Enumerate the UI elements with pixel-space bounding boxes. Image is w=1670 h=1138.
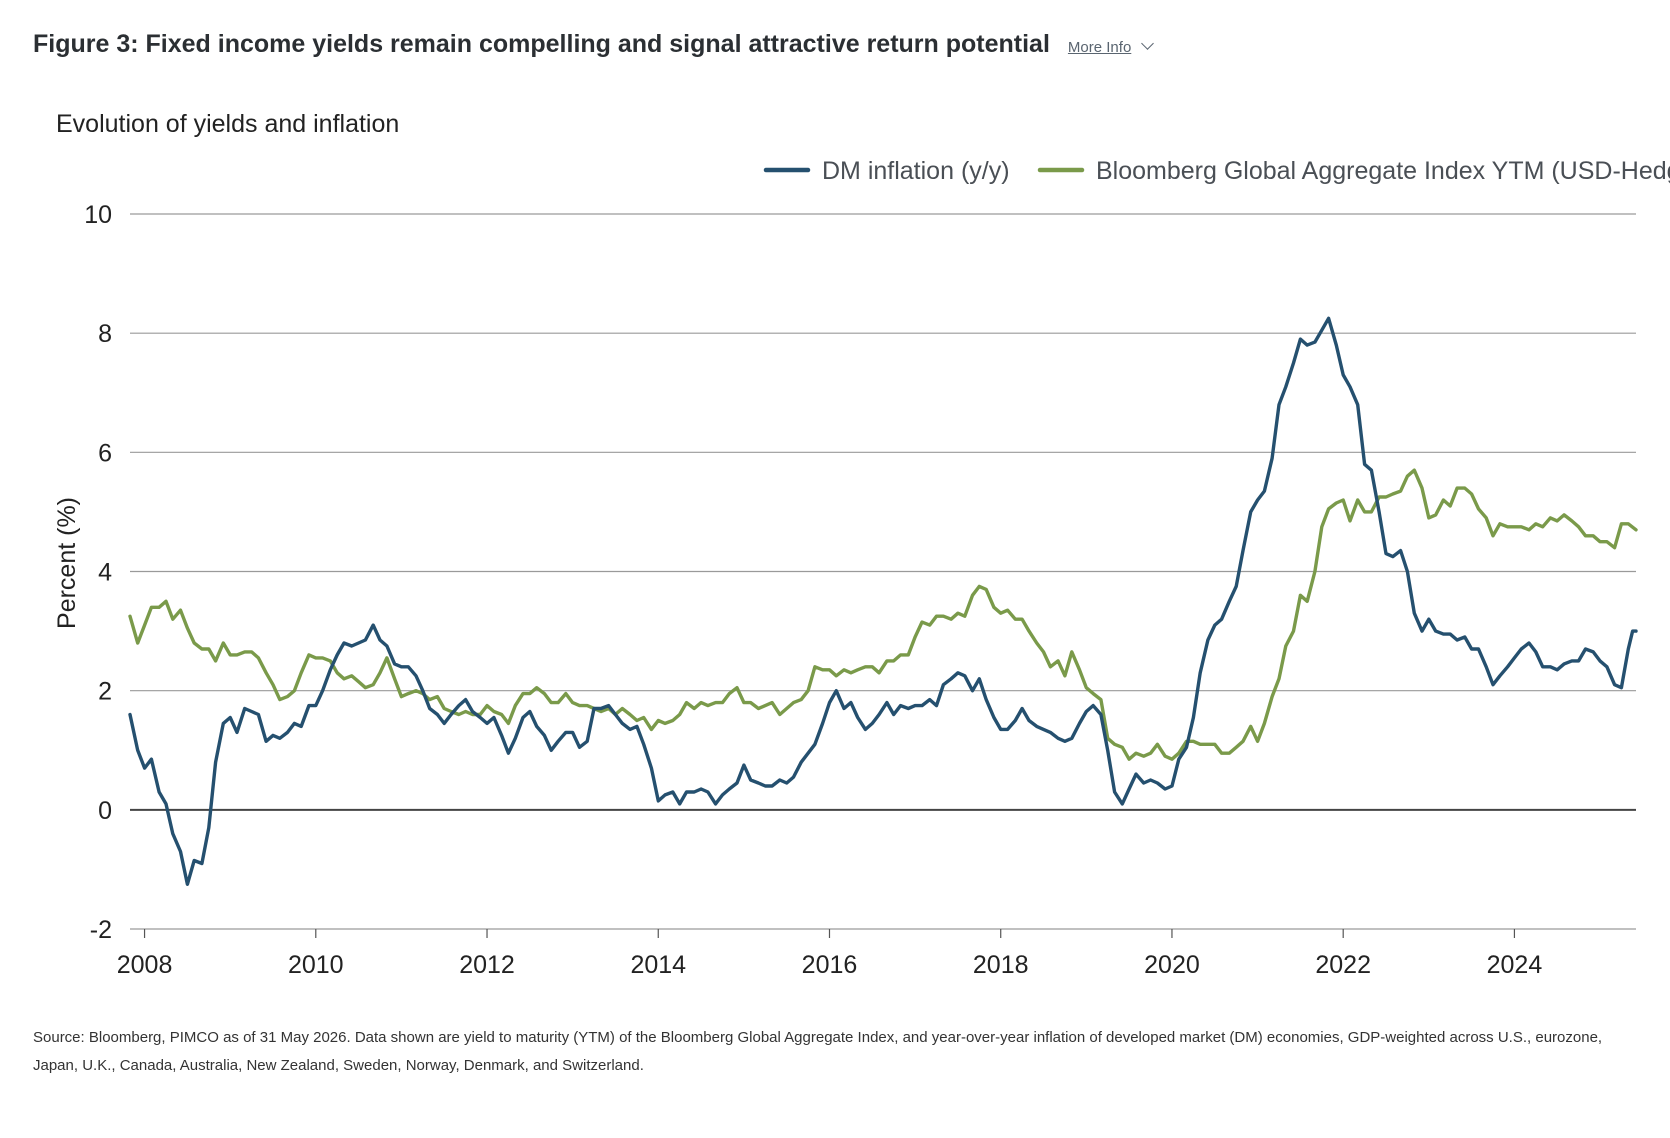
y-tick-label: -2 bbox=[90, 916, 112, 944]
figure-title: Figure 3: Fixed income yields remain com… bbox=[33, 30, 1050, 58]
y-tick-label: 8 bbox=[98, 320, 112, 348]
x-tick-label: 2024 bbox=[1487, 951, 1543, 979]
x-tick-label: 2016 bbox=[802, 951, 858, 979]
gridlines bbox=[130, 213, 1636, 930]
chart-title: Evolution of yields and inflation bbox=[56, 110, 399, 138]
more-info-toggle[interactable]: More Info bbox=[1067, 37, 1155, 56]
legend-item-global-agg-ytm: Bloomberg Global Aggregate Index YTM (US… bbox=[1037, 157, 1670, 185]
x-tick-label: 2018 bbox=[973, 951, 1029, 979]
y-tick-label: 6 bbox=[98, 439, 112, 467]
x-axis-ticks: 2008 2010 2012 2014 2016 2018 2020 2022 2024 bbox=[117, 929, 1543, 979]
series-lines bbox=[128, 316, 1638, 886]
x-tick-label: 2012 bbox=[459, 951, 515, 979]
y-axis-label: Percent (%) bbox=[53, 497, 81, 629]
y-tick-label: 4 bbox=[98, 559, 112, 587]
x-tick-label: 2022 bbox=[1315, 951, 1371, 979]
chart-legend: DM inflation (y/y) Bloomberg Global Aggre… bbox=[763, 157, 1670, 185]
yields-inflation-chart: Evolution of yields and inflation DM inf… bbox=[53, 110, 1670, 979]
x-tick-label: 2020 bbox=[1144, 951, 1200, 979]
y-tick-label: 0 bbox=[98, 797, 112, 825]
series-line-global-agg-ytm bbox=[128, 468, 1638, 761]
x-tick-label: 2010 bbox=[288, 951, 344, 979]
figure-header: Figure 3: Fixed income yields remain com… bbox=[33, 30, 1155, 59]
y-tick-label: 2 bbox=[98, 678, 112, 706]
legend-label: Bloomberg Global Aggregate Index YTM (US… bbox=[1096, 157, 1670, 185]
series-line-dm-inflation bbox=[128, 316, 1638, 886]
more-info-label: More Info bbox=[1067, 39, 1132, 56]
x-tick-label: 2008 bbox=[117, 951, 173, 979]
y-tick-label: 10 bbox=[84, 201, 112, 229]
y-axis-ticks: -2 0 2 4 6 8 10 bbox=[84, 201, 112, 944]
legend-item-dm-inflation: DM inflation (y/y) bbox=[763, 157, 1010, 185]
legend-label: DM inflation (y/y) bbox=[822, 157, 1010, 185]
source-note: Source: Bloomberg, PIMCO as of 31 May 20… bbox=[33, 1029, 1603, 1074]
x-tick-label: 2014 bbox=[630, 951, 686, 979]
